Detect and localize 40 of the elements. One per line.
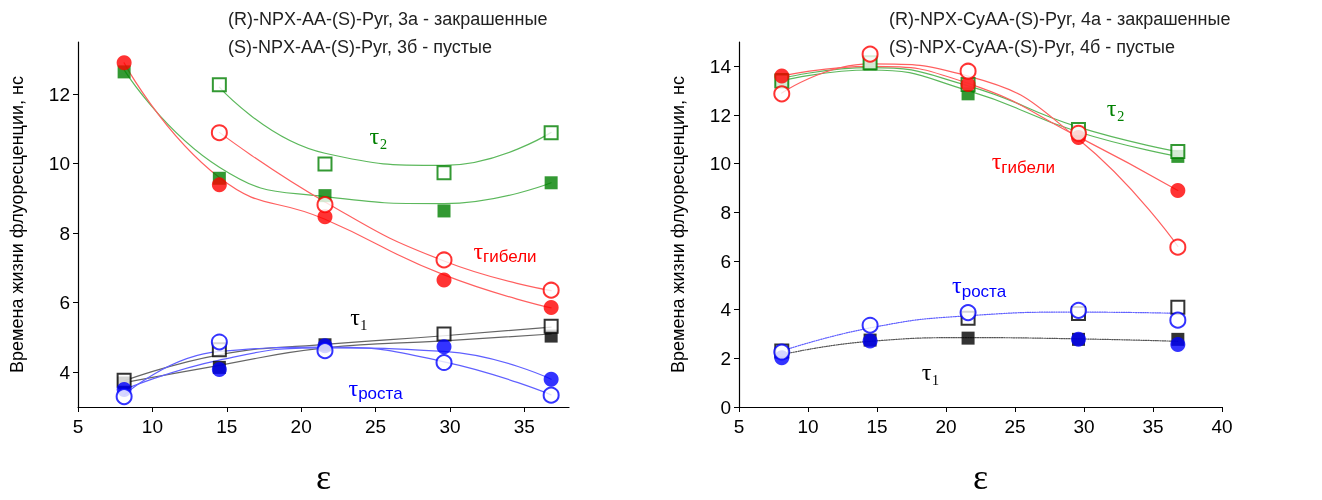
- series-label: τ₁: [921, 358, 940, 385]
- series-label: τ₂: [1106, 94, 1125, 121]
- y-tick-label: 4: [59, 361, 71, 383]
- y-tick-label: 4: [720, 299, 732, 321]
- x-tick-label: 15: [216, 416, 238, 437]
- y-tick-label: 12: [709, 104, 731, 126]
- x-tick-label: 15: [866, 416, 888, 437]
- x-tick-label: 40: [1211, 416, 1233, 437]
- x-tick-label: 20: [290, 416, 312, 437]
- series-label: τ₁: [350, 303, 369, 330]
- text: (R)-NPX-CyAA-(S)-Pyr, 4a - закрашенные: [889, 9, 1231, 29]
- y-axis-title: Времена жизни флуоресценции, нс: [668, 76, 688, 373]
- annotation: (S)-NPX-AA-(S)-Pyr, 3б - пустые: [228, 37, 493, 57]
- y-tick-label: 6: [720, 250, 731, 272]
- y-tick-label: 8: [59, 222, 70, 244]
- x-axis-title: ε: [315, 457, 332, 497]
- x-tick-label: 20: [935, 416, 957, 437]
- x-tick-label: 30: [1073, 416, 1095, 437]
- x-axis-title: ε: [972, 457, 989, 497]
- y-axis-title: Времена жизни флуоресценции, нс: [7, 76, 27, 373]
- y-tick-label: 10: [48, 153, 70, 175]
- y-tick-label: 12: [48, 83, 70, 105]
- y-tick-label: 14: [709, 55, 732, 77]
- x-tick-label: 35: [1142, 416, 1164, 437]
- x-tick-label: 5: [72, 416, 84, 437]
- y-tick-label: 8: [720, 201, 731, 223]
- x-tick-label: 35: [513, 416, 535, 437]
- x-tick-label: 25: [1004, 416, 1026, 437]
- x-tick-label: 10: [141, 416, 163, 437]
- x-tick-label: 25: [365, 416, 387, 437]
- text: (R)-NPX-AA-(S)-Pyr, 3a - закрашенные: [228, 9, 548, 29]
- x-tick-label: 5: [733, 416, 745, 437]
- x-tick-label: 30: [439, 416, 461, 437]
- y-tick-label: 2: [720, 347, 731, 369]
- x-tick-label: 10: [797, 416, 819, 437]
- text: τ₂: [369, 122, 388, 149]
- y-tick-label: 0: [720, 396, 731, 418]
- y-tick-label: 10: [709, 153, 731, 175]
- annotation: (S)-NPX-CyAA-(S)-Pyr, 4б - пустые: [889, 37, 1176, 57]
- y-tick-label: 6: [59, 292, 70, 314]
